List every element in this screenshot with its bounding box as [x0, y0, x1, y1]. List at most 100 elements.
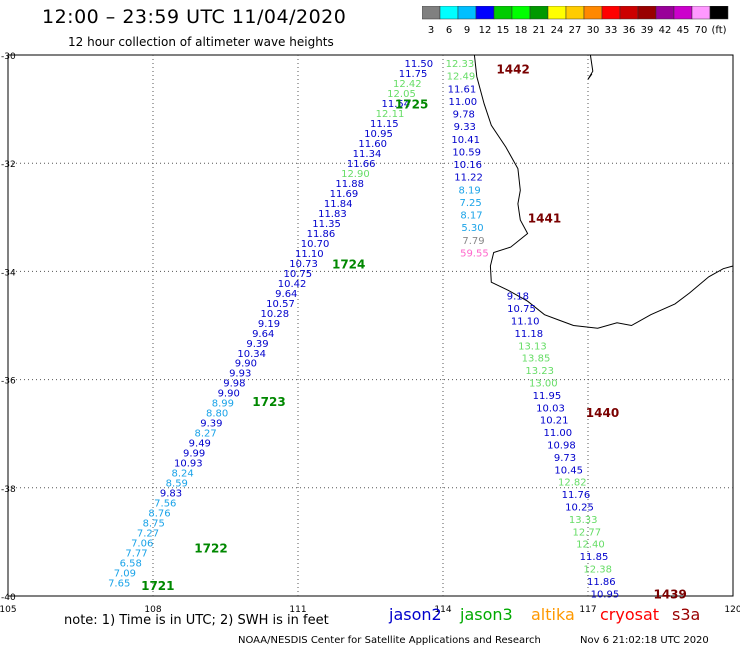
wave-height-value: 9.90 [235, 359, 257, 370]
wave-height-value: 10.25 [565, 503, 594, 514]
wave-height-value: 8.17 [460, 211, 482, 222]
satellite-legend-jason3: jason3 [460, 605, 513, 624]
wave-height-value: 13.33 [569, 515, 598, 526]
wave-height-value: 10.42 [278, 279, 307, 290]
wave-height-value: 11.34 [353, 149, 382, 160]
wave-height-value: 11.35 [312, 219, 341, 230]
color-scale-label: 42 [659, 25, 672, 36]
color-scale-label: (ft) [711, 25, 726, 36]
wave-height-value: 9.33 [454, 122, 476, 133]
pass-time-label: 1725 [395, 98, 428, 112]
pass-time-label: 1724 [332, 257, 365, 271]
wave-height-value: 11.50 [404, 59, 433, 70]
color-scale-label: 3 [428, 25, 434, 36]
wave-height-value: 9.64 [275, 289, 297, 300]
wave-height-value: 11.00 [543, 428, 572, 439]
color-scale-label: 24 [551, 25, 564, 36]
wave-height-value: 9.39 [246, 339, 268, 350]
longitude-tick-label: 120 [724, 605, 740, 615]
color-scale-label: 6 [446, 25, 452, 36]
wave-height-value: 7.25 [459, 198, 481, 209]
wave-height-value: 9.49 [189, 439, 211, 450]
wave-height-value: 8.99 [212, 399, 234, 410]
wave-height-value: 9.78 [453, 110, 475, 121]
wave-height-value: 9.90 [218, 389, 240, 400]
wave-height-value: 11.88 [335, 179, 364, 190]
wave-height-value: 11.84 [324, 199, 353, 210]
wave-height-value: 10.75 [507, 304, 536, 315]
color-scale-label: 30 [587, 25, 600, 36]
wave-height-value: 10.41 [451, 135, 480, 146]
longitude-tick-label: 114 [434, 605, 451, 615]
wave-height-value: 12.77 [572, 527, 601, 538]
wave-height-value: 9.18 [507, 292, 529, 303]
wave-height-value: 12.49 [447, 72, 476, 83]
generated-timestamp: Nov 6 21:02:18 UTC 2020 [580, 635, 709, 646]
color-scale-label: 18 [515, 25, 528, 36]
color-scale-label: 36 [623, 25, 636, 36]
longitude-tick-label: 111 [289, 605, 306, 615]
map-title: 12:00 – 23:59 UTC 11/04/2020 [42, 6, 347, 28]
wave-height-value: 10.98 [547, 441, 576, 452]
wave-height-value: 10.95 [364, 129, 393, 140]
wave-height-value: 12.38 [583, 565, 612, 576]
wave-height-value: 9.19 [258, 319, 280, 330]
color-scale-label: 39 [641, 25, 654, 36]
color-scale-label: 70 [695, 25, 708, 36]
color-scale-label: 9 [464, 25, 470, 36]
wave-height-value: 12.11 [376, 109, 405, 120]
color-scale-label: 15 [497, 25, 510, 36]
wave-height-value: 11.10 [511, 317, 540, 328]
wave-height-value: 13.23 [525, 366, 554, 377]
wave-height-value: 59.55 [460, 249, 489, 260]
wave-height-value: 10.93 [174, 459, 203, 470]
latitude-tick-label: -34 [1, 268, 16, 278]
longitude-tick-label: 117 [579, 605, 596, 615]
latitude-tick-label: -30 [1, 52, 16, 62]
wave-height-value: 6.58 [120, 559, 142, 570]
wave-height-value: 11.69 [330, 189, 359, 200]
wave-height-value: 11.10 [295, 249, 324, 260]
latitude-tick-label: -32 [1, 160, 16, 170]
wave-height-value: 9.64 [252, 329, 274, 340]
wave-height-value: 9.83 [160, 489, 182, 500]
satellite-legend-s3a: s3a [672, 605, 701, 624]
wave-height-value: 11.00 [448, 97, 477, 108]
wave-height-value: 11.86 [587, 577, 616, 588]
coastline [473, 54, 734, 329]
wave-height-value: 9.39 [200, 419, 222, 430]
pass-time-label: 1721 [141, 579, 174, 593]
pass-time-label: 1722 [194, 541, 227, 555]
color-scale-label: 27 [569, 25, 582, 36]
wave-height-value: 12.42 [393, 79, 422, 90]
wave-height-value: 10.75 [283, 269, 312, 280]
wave-height-value: 10.03 [536, 403, 565, 414]
wave-height-value: 12.90 [341, 169, 370, 180]
wave-height-value: 12.33 [446, 59, 475, 70]
wave-height-value: 11.61 [448, 84, 477, 95]
longitude-tick-label: 108 [144, 605, 161, 615]
wave-height-value: 7.27 [137, 529, 159, 540]
wave-height-value: 8.19 [458, 185, 480, 196]
pass-time-label: 1441 [528, 211, 561, 225]
wave-height-value: 8.24 [171, 469, 193, 480]
wave-height-value: 9.98 [223, 379, 245, 390]
wave-height-value: 5.30 [461, 223, 483, 234]
color-scale-bar: 3 6 9 12 15 18 21 24 27 30 33 36 39 42 45 70 (ft) [422, 6, 729, 36]
wave-height-value: 7.09 [114, 569, 136, 580]
wave-height-value: 10.95 [591, 589, 620, 600]
latitude-tick-label: -36 [1, 377, 16, 387]
color-scale-label: 45 [677, 25, 690, 36]
color-scale-label: 12 [479, 25, 492, 36]
wave-height-value: 13.00 [529, 379, 558, 390]
wave-height-value: 7.56 [154, 499, 176, 510]
pass-time-label: 1442 [496, 63, 529, 77]
credit-text: NOAA/NESDIS Center for Satellite Applica… [238, 635, 541, 646]
wave-height-value: 7.06 [131, 539, 153, 550]
wave-height-value: 8.75 [143, 519, 165, 530]
wave-height-value: 10.16 [453, 160, 482, 171]
satellite-legend-altika: altika [531, 605, 575, 624]
wave-height-value: 11.66 [347, 159, 376, 170]
wave-height-value: 10.70 [301, 239, 330, 250]
map-subtitle: 12 hour collection of altimeter wave hei… [68, 35, 334, 49]
